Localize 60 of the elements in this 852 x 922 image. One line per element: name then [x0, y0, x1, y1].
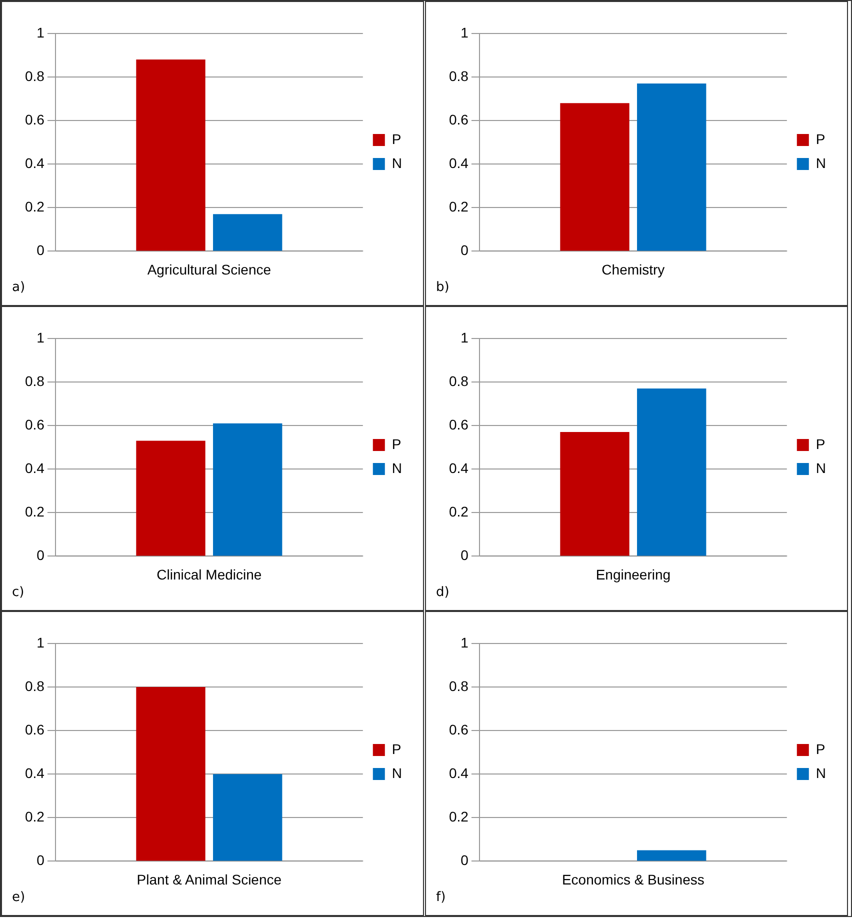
legend-label: P	[816, 436, 826, 452]
y-tick-label: 0.6	[24, 111, 45, 128]
y-tick-label: 0	[460, 852, 469, 868]
y-tick-label: 1	[460, 24, 469, 40]
y-tick-label: 0.8	[448, 68, 469, 84]
text: c)	[12, 585, 24, 600]
legend-label: N	[392, 154, 402, 171]
y-tick-label: 0.2	[24, 808, 45, 824]
y-tick-label: 0.6	[448, 111, 469, 128]
y-tick-label: 0.6	[448, 721, 469, 738]
x-tick-label: Chemistry	[602, 261, 665, 278]
y-tick-label: 1	[36, 329, 45, 346]
legend-label: N	[392, 460, 402, 476]
legend-label: P	[816, 130, 826, 147]
y-tick-label: 0.6	[24, 721, 45, 738]
y-tick-label: 0.8	[24, 678, 45, 694]
x-tick-label: Agricultural Science	[147, 261, 272, 278]
legend-label: N	[392, 764, 402, 781]
text: b)	[436, 280, 450, 295]
y-tick-label: 0.4	[448, 154, 469, 171]
y-tick-label: 0.4	[24, 460, 45, 476]
text: a)	[12, 280, 26, 295]
y-tick-label: 0.6	[24, 416, 45, 432]
y-tick-label: 1	[460, 329, 469, 346]
y-tick-label: 0.2	[448, 504, 469, 520]
legend-label: P	[392, 130, 402, 147]
y-tick-label: 1	[36, 24, 45, 40]
x-tick-label: Engineering	[596, 566, 671, 582]
y-tick-label: 0.8	[24, 68, 45, 84]
text: e)	[12, 890, 26, 905]
y-tick-label: 0.4	[24, 764, 45, 781]
y-tick-label: 0	[36, 242, 45, 258]
legend-label: P	[392, 740, 402, 757]
text: d)	[436, 585, 450, 600]
x-tick-label: Economics & Business	[562, 871, 704, 888]
y-tick-label: 1	[36, 634, 45, 650]
y-tick-label: 0.4	[448, 764, 469, 781]
y-tick-label: 0	[460, 242, 469, 258]
y-tick-label: 0.6	[448, 416, 469, 432]
x-tick-label: Plant & Animal Science	[136, 871, 282, 888]
y-tick-label: 0	[460, 547, 469, 564]
y-tick-label: 0.4	[448, 460, 469, 476]
y-tick-label: 0.4	[24, 154, 45, 171]
legend-label: P	[816, 740, 826, 757]
y-tick-label: 0	[36, 547, 45, 564]
y-tick-label: 0.2	[448, 808, 469, 824]
x-tick-label: Clinical Medicine	[156, 566, 262, 582]
legend-label: N	[816, 460, 826, 476]
legend-label: N	[816, 154, 826, 171]
y-tick-label: 0.2	[24, 198, 45, 214]
y-tick-label: 0	[36, 852, 45, 868]
y-tick-label: 0.8	[24, 372, 45, 389]
y-tick-label: 0.8	[448, 678, 469, 694]
y-tick-label: 0.2	[448, 198, 469, 214]
y-tick-label: 0.8	[448, 372, 469, 389]
legend-label: P	[392, 436, 402, 452]
y-tick-label: 1	[460, 634, 469, 650]
y-tick-label: 0.2	[24, 504, 45, 520]
text: f)	[436, 890, 446, 905]
legend-label: N	[816, 764, 826, 781]
